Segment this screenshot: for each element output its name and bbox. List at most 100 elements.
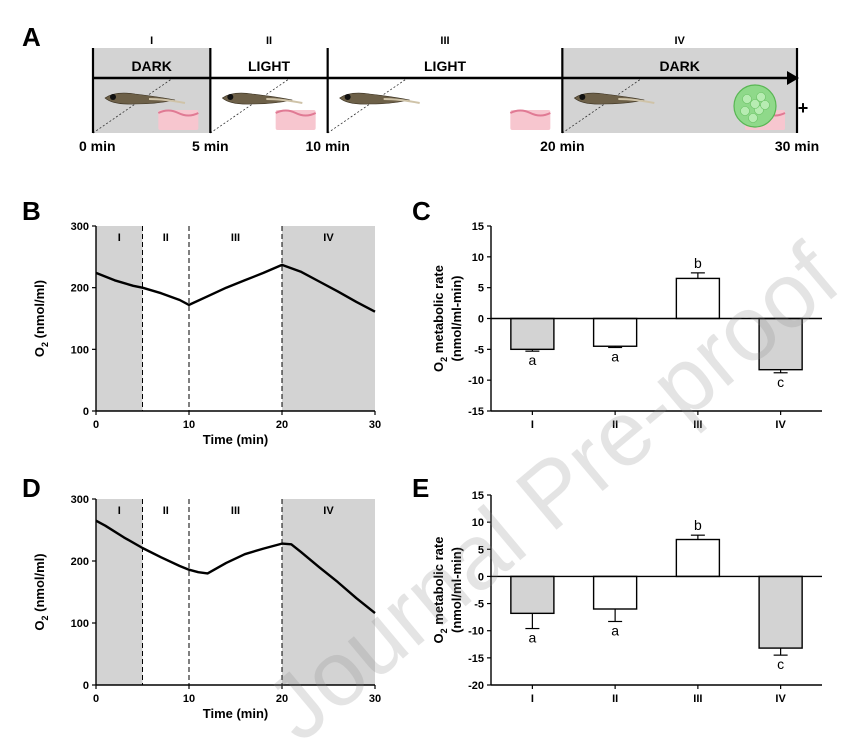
panel-label-c: C: [412, 196, 431, 226]
y-axis-title-main: O: [32, 347, 47, 357]
y-axis-title-subscript: 2: [439, 357, 449, 362]
algae-bead-1: [742, 94, 752, 104]
chart-e-metabolic-rate-bars: a Ia II b III c IV -20 -15 -10 -5 0 5 10 15 O2 metaboli…: [431, 490, 822, 705]
significance-letter: a: [528, 630, 536, 646]
larva-body: [339, 92, 410, 105]
tissue-icon: [157, 109, 199, 130]
phase-label-4: DARK: [659, 58, 699, 74]
panel-label-e: E: [412, 473, 429, 503]
algae-beads-icon: [733, 84, 777, 128]
phase-roman-2: II: [266, 35, 272, 47]
panel-label-b: B: [22, 196, 41, 226]
larva-eye: [227, 94, 234, 100]
x-tick-label: 30: [369, 693, 381, 705]
y-axis-title-main: O: [32, 621, 47, 631]
y-axis-title: O2 (nmol/ml): [32, 553, 50, 630]
shaded-dark-phase-2: [282, 226, 375, 411]
larva-body: [104, 92, 176, 105]
phase-label-3: III: [231, 232, 240, 244]
significance-letter: a: [611, 622, 619, 638]
x-tick-label: 0: [93, 419, 99, 431]
panel-label-d: D: [22, 473, 41, 503]
x-category-label: II: [612, 419, 618, 431]
bar-ii: [592, 575, 638, 610]
x-category-label: II: [612, 693, 618, 705]
zebrafish-larva-icon: [339, 92, 420, 105]
zebrafish-larva-icon: [573, 92, 655, 105]
x-category-label: I: [531, 693, 534, 705]
y-axis-title-line2: (nmol/ml-min): [449, 547, 464, 633]
timeline-arrowhead: [787, 71, 799, 85]
x-axis-title: Time (min): [203, 432, 269, 447]
tissue-wave: [157, 109, 199, 117]
y-tick-label: -10: [468, 375, 484, 387]
y-axis-title-main: O: [431, 362, 446, 372]
y-tick-label: 0: [83, 680, 89, 692]
tissue-wave: [275, 109, 317, 117]
y-axis-title-subscript: 2: [439, 628, 449, 633]
y-tick-label: 0: [83, 406, 89, 418]
y-axis-title-line2: (nmol/ml-min): [449, 276, 464, 362]
panel-label-a: A: [22, 22, 41, 52]
y-tick-label: -15: [468, 406, 484, 418]
algae-bead-2: [756, 92, 766, 102]
phase-label-2: II: [163, 232, 169, 244]
larva-body: [573, 92, 645, 105]
y-axis-title: O2 (nmol/ml): [32, 280, 50, 357]
y-tick-label: 10: [472, 517, 484, 529]
y-axis-title-subscript: 2: [40, 342, 50, 347]
phase-label-4: IV: [323, 232, 334, 244]
significance-letter: c: [777, 374, 784, 390]
shaded-dark-phase-1: [96, 226, 143, 411]
time-label-4: 20 min: [540, 138, 584, 154]
bar-ii: [592, 317, 638, 347]
y-axis-title-unit: (nmol/ml): [32, 553, 47, 615]
x-category-label: I: [531, 419, 534, 431]
larva-eye: [110, 94, 116, 100]
zebrafish-larva-icon: [104, 92, 186, 105]
zebrafish-larva-icon: [221, 92, 303, 105]
time-label-5: 30 min: [775, 138, 819, 154]
chart-c-metabolic-rate-bars: a Ia II b III c IV -15 -10 -5 0 5 10 15 O2 metabolic r…: [431, 221, 822, 431]
y-axis-title-unit: metabolic rate: [431, 537, 446, 629]
significance-letter: b: [694, 255, 702, 271]
phase-label-3: LIGHT: [424, 58, 466, 74]
phase-diagonal-1: [92, 77, 174, 134]
larva-tail: [383, 98, 420, 104]
x-category-label: IV: [775, 419, 786, 431]
bar-i: [510, 575, 555, 615]
phase-diagonal-3: [327, 77, 408, 134]
y-tick-label: 300: [71, 221, 89, 233]
phase-label-1: I: [118, 232, 121, 244]
x-tick-label: 30: [369, 419, 381, 431]
larva-tail: [618, 98, 655, 104]
algae-bead-5: [760, 100, 770, 110]
y-tick-label: 0: [478, 571, 484, 583]
tissue-icon: [275, 109, 317, 130]
y-tick-label: 0: [478, 314, 484, 326]
time-label-2: 5 min: [192, 138, 229, 154]
bar-iii: [675, 277, 721, 320]
phase-label-1: I: [118, 505, 121, 517]
larva-eye: [344, 94, 351, 100]
y-tick-label: 100: [71, 344, 89, 356]
significance-letter: a: [611, 348, 619, 364]
y-tick-label: 10: [472, 252, 484, 264]
y-axis-title: O2 metabolic rate: [431, 537, 449, 644]
shaded-dark-phase-1: [96, 499, 143, 685]
x-axis-title: Time (min): [203, 706, 269, 721]
phase-label-3: III: [231, 505, 240, 517]
y-tick-label: 200: [71, 556, 89, 568]
phase-label-2: II: [163, 505, 169, 517]
y-axis-title-main: O: [431, 633, 446, 643]
y-tick-label: -20: [468, 680, 484, 692]
y-tick-label: 5: [478, 283, 484, 295]
y-tick-label: 15: [472, 490, 484, 502]
larva-tail: [148, 98, 186, 104]
y-tick-label: 15: [472, 221, 484, 233]
y-tick-label: 100: [71, 618, 89, 630]
phase-roman-1: I: [150, 35, 153, 47]
